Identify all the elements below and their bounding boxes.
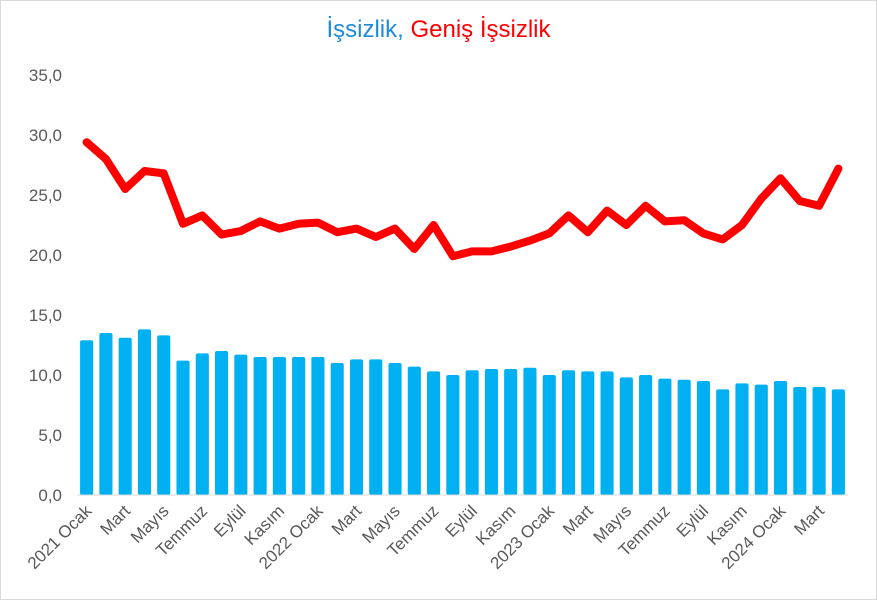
bar <box>137 329 152 495</box>
y-tick-label: 25,0 <box>29 186 62 205</box>
y-tick-label: 20,0 <box>29 246 62 265</box>
bar <box>677 379 691 495</box>
y-tick-label: 15,0 <box>29 306 62 325</box>
x-tick-label: Mart <box>790 501 828 539</box>
bar <box>234 354 248 495</box>
bar <box>446 375 460 495</box>
bar <box>484 369 498 495</box>
bar <box>292 357 306 495</box>
bar <box>793 387 807 495</box>
bar <box>253 357 267 495</box>
bar <box>407 366 421 495</box>
bar <box>195 353 209 495</box>
y-tick-label: 10,0 <box>29 366 62 385</box>
bar <box>118 337 132 495</box>
bar <box>716 389 730 495</box>
bar <box>523 367 537 495</box>
bar <box>581 371 595 495</box>
chart-title: İşsizlik, Geniş İşsizlik <box>0 16 877 44</box>
y-tick-label: 35,0 <box>29 66 62 85</box>
bar <box>754 384 768 495</box>
bar <box>427 371 441 495</box>
bar <box>465 370 479 495</box>
bar <box>349 359 364 495</box>
bar <box>812 387 826 495</box>
chart-title-part-broad-unemployment: Geniş İşsizlik <box>410 16 551 43</box>
bar <box>600 371 614 495</box>
bar <box>639 375 653 495</box>
y-tick-label: 30,0 <box>29 126 62 145</box>
bar <box>388 363 402 495</box>
series-line <box>82 138 843 261</box>
chart-title-separator: , <box>397 16 411 43</box>
bar <box>99 333 113 495</box>
bar <box>330 363 344 495</box>
bar <box>369 359 383 495</box>
bar <box>735 383 749 495</box>
bar <box>773 381 788 495</box>
y-tick-label: 0,0 <box>38 486 62 505</box>
bar <box>311 357 325 495</box>
bar <box>80 340 94 495</box>
chart-title-part-unemployment: İşsizlik <box>326 16 398 43</box>
line-series <box>82 138 843 261</box>
bar <box>215 351 229 495</box>
bar <box>176 360 190 495</box>
bar-series <box>80 329 845 495</box>
bar <box>561 370 576 495</box>
y-axis-ticks: 0,0 5,0 10,0 15,0 20,0 25,0 30,0 35,0 <box>29 66 62 505</box>
bar <box>157 335 171 495</box>
y-tick-label: 5,0 <box>38 426 62 445</box>
bar <box>658 378 672 495</box>
bar <box>504 369 518 495</box>
x-tick-label: 2021 Ocak <box>24 501 96 573</box>
bar <box>542 375 556 495</box>
bar <box>696 381 710 495</box>
bar <box>272 357 286 495</box>
bar <box>619 377 633 495</box>
bar <box>831 389 845 495</box>
